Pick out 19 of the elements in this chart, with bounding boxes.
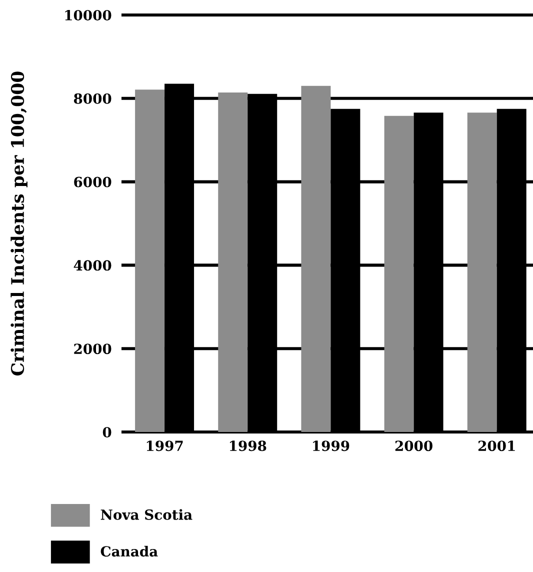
y-tick-label: 8000 — [74, 93, 112, 104]
x-tick-label: 2000 — [395, 440, 432, 452]
y-axis-title: Criminal Incidents per 100,000 — [10, 72, 28, 376]
bar — [384, 116, 414, 432]
legend-label: Canada — [100, 546, 158, 557]
bar — [218, 92, 248, 432]
y-tick-label: 0 — [102, 426, 112, 438]
y-tick-label: 2000 — [74, 344, 112, 354]
y-tick-label: 10000 — [65, 10, 112, 20]
x-tick-label: 1999 — [313, 440, 350, 452]
bar — [301, 86, 331, 432]
legend-label: Nova Scotia — [100, 509, 192, 520]
bar — [135, 90, 165, 432]
y-tick-label: 4000 — [74, 260, 112, 271]
bar — [467, 112, 497, 432]
x-tick-label: 2001 — [478, 440, 515, 452]
y-tick-label: 6000 — [74, 176, 112, 188]
x-tick-label: 1998 — [230, 440, 266, 452]
x-tick-label: 1997 — [146, 440, 183, 452]
